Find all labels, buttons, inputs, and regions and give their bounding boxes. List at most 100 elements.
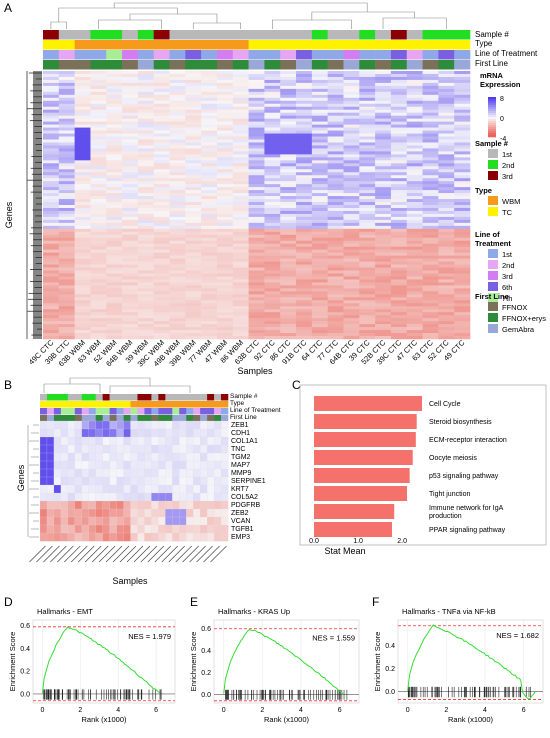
- heat-cell: [375, 249, 392, 253]
- b-heat-cell: [102, 500, 111, 510]
- heat-cell: [216, 318, 234, 322]
- heat-cell: [406, 234, 423, 239]
- heat-cell: [90, 127, 107, 131]
- heat-cell: [122, 273, 139, 277]
- heat-cell: [216, 163, 234, 167]
- heat-cell: [201, 127, 218, 131]
- track-sample-cell: [375, 30, 392, 40]
- heat-cell: [406, 258, 423, 262]
- heat-cell: [216, 327, 234, 331]
- track-lot-cell: [264, 50, 281, 60]
- heat-cell: [106, 103, 123, 108]
- heat-cell: [311, 264, 328, 268]
- heat-cell: [232, 306, 249, 310]
- track-sample-cell: [359, 30, 376, 40]
- heat-cell: [106, 285, 123, 289]
- heat-cell: [137, 333, 155, 337]
- gsea-x-tick: 6: [338, 707, 342, 714]
- heat-cell: [74, 148, 91, 152]
- heat-cell: [248, 127, 265, 131]
- gsea-y-tick: 0.0: [20, 691, 30, 698]
- heat-cell: [296, 291, 313, 295]
- b-track-cell: [158, 415, 166, 422]
- heat-cell: [359, 234, 376, 239]
- heat-cell: [280, 157, 297, 161]
- heat-cell: [343, 199, 360, 203]
- heat-cell: [58, 202, 75, 206]
- heat-cell: [454, 121, 471, 125]
- gsea-y-tick: 0.6: [20, 623, 30, 630]
- heat-cell: [169, 88, 186, 93]
- heat-cell: [216, 73, 234, 78]
- heat-cell: [137, 234, 155, 239]
- heat-cell: [122, 249, 139, 253]
- heat-cell: [280, 261, 297, 265]
- c-bar-label: production: [429, 513, 462, 520]
- heat-cell: [74, 94, 91, 99]
- b-heat-cell: [109, 524, 117, 534]
- b-heat-cell: [109, 508, 117, 518]
- b-heat-cell: [158, 460, 166, 470]
- legend-expr-tick: -4: [500, 136, 506, 143]
- heat-cell: [454, 285, 471, 289]
- b-heat-cell: [220, 444, 229, 454]
- heat-cell: [327, 285, 344, 289]
- heat-cell: [122, 160, 139, 164]
- heat-cell: [264, 228, 281, 233]
- heat-cell: [90, 231, 107, 236]
- heat-cell: [422, 205, 439, 209]
- b-heat-cell: [179, 516, 187, 526]
- heat-cell: [248, 309, 265, 313]
- heat-cell: [169, 202, 186, 206]
- y-axis-title: Genes: [4, 201, 14, 228]
- b-heat-cell: [186, 492, 194, 502]
- b-heat-cell: [220, 516, 229, 526]
- heat-cell: [296, 82, 313, 87]
- b-heat-cell: [81, 436, 90, 446]
- heat-cell: [311, 142, 328, 146]
- heat-cell: [58, 276, 75, 280]
- heat-cell: [185, 71, 202, 75]
- heat-cell: [406, 225, 423, 230]
- legend-title: Line of: [475, 230, 500, 239]
- b-heat-cell: [186, 468, 194, 478]
- heat-cell: [422, 130, 439, 134]
- b-heat-cell: [158, 476, 166, 486]
- heat-cell: [359, 130, 376, 134]
- track-lot-cell: [90, 50, 107, 60]
- heat-cell: [248, 324, 265, 328]
- b-heat-cell: [213, 484, 222, 494]
- heat-cell: [201, 202, 218, 206]
- heat-cell: [185, 130, 202, 134]
- b-track-cell: [81, 401, 90, 408]
- heat-cell: [311, 88, 328, 93]
- heat-cell: [359, 246, 376, 250]
- heat-cell: [43, 225, 60, 230]
- heat-cell: [375, 190, 392, 194]
- heat-cell: [264, 216, 281, 221]
- heat-cell: [375, 157, 392, 161]
- heat-cell: [232, 139, 249, 143]
- heat-cell: [201, 94, 218, 99]
- heat-cell: [264, 71, 281, 75]
- heat-cell: [438, 252, 455, 256]
- b-heat-cell: [186, 476, 194, 486]
- heat-cell: [248, 205, 265, 209]
- heat-cell: [169, 151, 186, 155]
- heat-cell: [248, 199, 265, 203]
- b-heat-cell: [207, 492, 215, 502]
- heat-cell: [58, 190, 75, 194]
- legend-gradient-step: [488, 103, 496, 106]
- b-annotation-tracks: [40, 394, 229, 422]
- heat-cell: [43, 175, 60, 179]
- heat-cell: [74, 118, 91, 122]
- b-heat-cell: [151, 508, 159, 518]
- heat-cell: [74, 270, 91, 274]
- c-bar: [314, 396, 422, 411]
- heat-cell: [296, 121, 313, 125]
- legend-expr-tick: 0: [500, 116, 504, 123]
- b-track-cell: [53, 394, 62, 401]
- b-track-cell: [67, 394, 76, 401]
- heat-cell: [296, 97, 313, 102]
- heat-cell: [169, 228, 186, 233]
